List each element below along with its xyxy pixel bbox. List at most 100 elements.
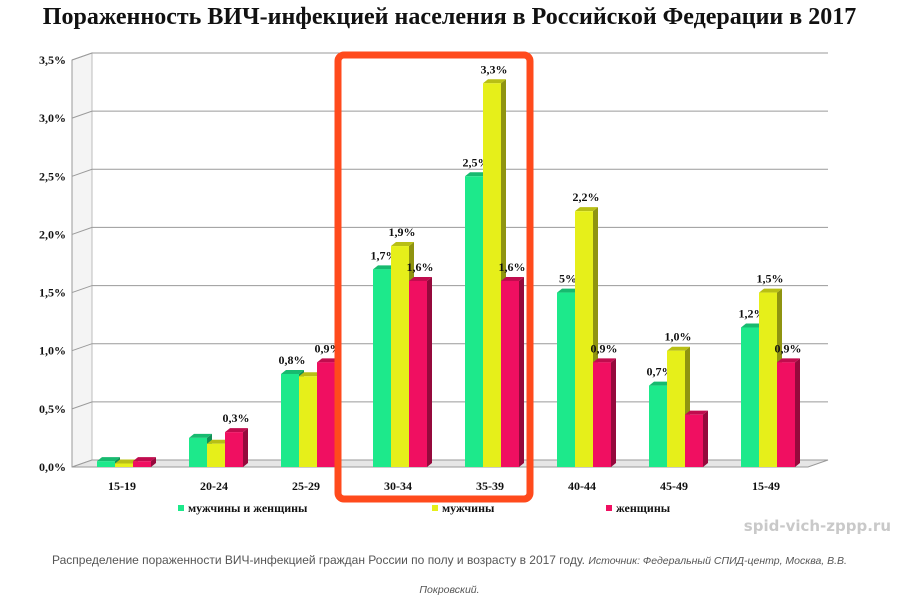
bar-side — [703, 410, 708, 467]
data-label: 1,9% — [389, 225, 416, 239]
data-label: 1,7% — [371, 248, 398, 262]
bar-top — [667, 346, 690, 351]
gridline — [71, 401, 828, 410]
bar-top — [483, 79, 506, 84]
y-tick-label: 1,0% — [39, 344, 66, 358]
bar-top — [465, 172, 488, 177]
data-label: 3,3% — [481, 62, 508, 76]
gridline — [71, 168, 828, 177]
bar-side — [151, 457, 156, 467]
bar — [97, 461, 115, 467]
bar — [575, 211, 593, 467]
bar — [317, 362, 335, 467]
legend-label: женщины — [616, 501, 671, 515]
bar-top — [409, 276, 432, 281]
legend-swatch — [606, 505, 612, 511]
bar — [593, 362, 611, 467]
y-tick-label: 0,5% — [39, 402, 66, 416]
data-label: 1,5% — [757, 272, 784, 286]
data-label: 0,9% — [775, 341, 802, 355]
gridline — [71, 343, 828, 352]
bar-top — [741, 323, 764, 328]
bar — [759, 292, 777, 467]
floor — [71, 459, 829, 468]
gridline — [71, 52, 828, 61]
bar-top — [391, 242, 414, 247]
legend-swatch — [432, 505, 438, 511]
bar — [649, 385, 667, 467]
data-label: 0,9% — [591, 341, 618, 355]
bar-side — [519, 276, 524, 467]
caption-source: Источник: Федеральный СПИД-центр, Москва… — [588, 555, 847, 567]
x-tick-label: 40-44 — [568, 479, 596, 493]
bar-top — [207, 439, 230, 444]
gridline — [71, 226, 828, 235]
bar — [501, 280, 519, 467]
bar-top — [575, 207, 598, 212]
data-label: 1,0% — [665, 330, 692, 344]
x-tick-label: 20-24 — [200, 479, 228, 493]
bar-top — [777, 358, 800, 363]
bar-top — [281, 369, 304, 374]
x-tick-label: 35-39 — [476, 479, 504, 493]
bar — [299, 376, 317, 467]
caption-source-continued: Покровский. — [419, 584, 480, 596]
x-tick-label: 15-19 — [108, 479, 136, 493]
legend-label: мужчины — [442, 501, 495, 515]
bar — [115, 463, 133, 467]
caption: Распределение пораженности ВИЧ-инфекцией… — [0, 546, 899, 604]
bar — [189, 437, 207, 467]
bar-side — [427, 276, 432, 467]
chart-title: Пораженность ВИЧ-инфекцией населения в Р… — [42, 4, 857, 30]
gridline — [71, 110, 828, 119]
bar-top — [189, 433, 212, 438]
bar — [409, 280, 427, 467]
data-label: 1,2% — [739, 306, 766, 320]
bar-top — [557, 288, 580, 293]
highlight-box — [334, 51, 534, 503]
bar — [281, 373, 299, 467]
data-label: 0,8% — [279, 353, 306, 367]
bar — [667, 350, 685, 467]
bar-top — [115, 459, 138, 464]
bar-top — [97, 457, 120, 462]
bar-top — [225, 428, 248, 433]
caption-text: Распределение пораженности ВИЧ-инфекцией… — [52, 553, 585, 567]
bar — [483, 83, 501, 467]
bar-top — [317, 358, 340, 363]
y-tick-label: 2,5% — [39, 169, 66, 183]
data-label: 1,6% — [499, 260, 526, 274]
bar-top — [759, 288, 782, 293]
y-tick-label: 3,0% — [39, 111, 66, 125]
bar — [133, 461, 151, 467]
bar-top — [133, 457, 156, 462]
y-tick-label: 3,5% — [39, 53, 66, 67]
y-tick-label: 0,0% — [39, 460, 66, 474]
bar — [465, 176, 483, 468]
bar — [225, 432, 243, 467]
legend-swatch — [178, 505, 184, 511]
bar-side — [243, 428, 248, 467]
bar — [557, 292, 575, 467]
legend-label: мужчины и женщины — [188, 501, 308, 515]
bar — [741, 327, 759, 467]
bar — [373, 269, 391, 467]
watermark: spid-vich-zppp.ru — [743, 517, 891, 535]
data-label: 0,3% — [223, 411, 250, 425]
bar-top — [373, 265, 396, 270]
bar-top — [593, 358, 616, 363]
bar — [777, 362, 795, 467]
bar-side — [795, 358, 800, 467]
y-tick-label: 1,5% — [39, 286, 66, 300]
x-tick-label: 15-49 — [752, 479, 780, 493]
data-label: 0,7% — [647, 365, 674, 379]
bar — [391, 246, 409, 467]
bar-top — [649, 381, 672, 386]
bar — [685, 414, 703, 467]
data-label: 2,5% — [463, 155, 490, 169]
x-tick-label: 30-34 — [384, 479, 412, 493]
gridline — [71, 285, 828, 294]
bar — [207, 443, 225, 467]
y-tick-label: 2,0% — [39, 227, 66, 241]
data-label: 5% — [559, 272, 577, 286]
